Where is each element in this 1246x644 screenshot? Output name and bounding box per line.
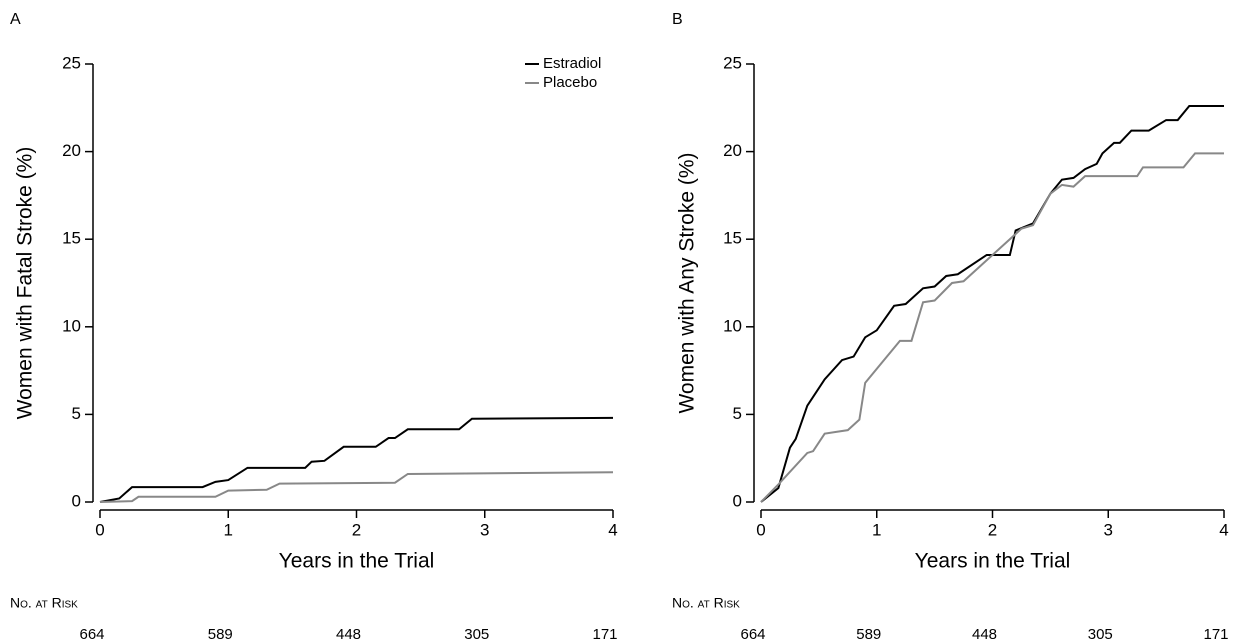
x-tick-label: 3 [1104,520,1113,539]
x-tick-label: 0 [756,520,765,539]
x-tick-label: 4 [1219,520,1228,539]
panel-label: A [10,11,21,28]
x-tick-label: 2 [352,520,361,539]
at-risk-value: 305 [1088,626,1113,643]
series-line [760,105,1224,503]
legend-label: Estradiol [543,55,601,72]
x-tick-label: 3 [480,520,489,539]
y-tick-label: 10 [723,316,742,335]
at-risk-value: 171 [1203,626,1228,643]
y-tick-label: 25 [723,53,742,72]
x-tick-label: 1 [224,520,233,539]
y-tick-label: 5 [72,404,81,423]
x-axis-label: Years in the Trial [915,550,1071,573]
series-line [99,416,614,503]
series-line [99,471,614,503]
y-axis-label: Women with Fatal Stroke (%) [14,147,37,420]
at-risk-title: No. at Risk [10,595,78,611]
x-tick-label: 2 [988,520,997,539]
legend-label: Placebo [543,74,597,91]
y-tick-label: 5 [733,404,742,423]
y-tick-label: 0 [733,491,742,510]
series-line [760,152,1224,503]
at-risk-title: No. at Risk [672,595,740,611]
y-tick-label: 10 [62,316,81,335]
at-risk-value: 171 [592,626,617,643]
y-tick-label: 20 [62,141,81,160]
x-axis-label: Years in the Trial [279,550,435,573]
y-tick-label: 0 [72,491,81,510]
at-risk-value: 589 [856,626,881,643]
at-risk-value: 448 [972,626,997,643]
x-tick-label: 0 [95,520,104,539]
y-axis-label: Women with Any Stroke (%) [676,152,699,413]
at-risk-value: 664 [79,626,104,643]
y-tick-label: 25 [62,53,81,72]
panel-label: B [672,11,683,28]
y-tick-label: 15 [723,229,742,248]
at-risk-value: 305 [464,626,489,643]
at-risk-value: 589 [208,626,233,643]
x-tick-label: 4 [608,520,617,539]
at-risk-value: 664 [740,626,765,643]
y-tick-label: 15 [62,229,81,248]
y-tick-label: 20 [723,141,742,160]
at-risk-value: 448 [336,626,361,643]
x-tick-label: 1 [872,520,881,539]
